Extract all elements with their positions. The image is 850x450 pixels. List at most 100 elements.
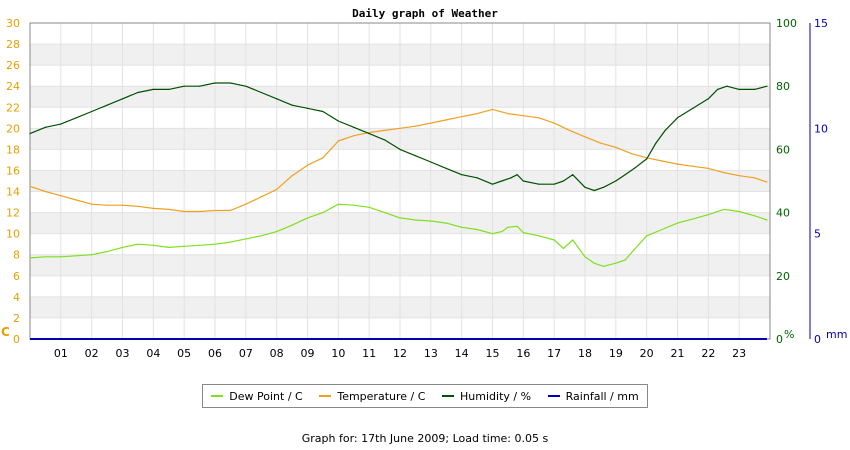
left-tick-label: 20 [6,122,20,135]
x-tick-label: 16 [516,347,530,360]
data-point-humidity [726,85,728,87]
data-point-dew-point [75,255,77,257]
data-point-temperature [766,181,768,183]
data-point-dew-point [60,256,62,258]
data-point-dew-point [353,204,355,206]
data-point-dew-point [106,250,108,253]
data-point-dew-point [322,212,324,214]
data-point-humidity [602,186,605,188]
data-point-temperature [91,203,93,205]
legend-label-humidity: Humidity / % [460,389,532,403]
data-point-dew-point [723,208,725,211]
data-point-dew-point [501,230,503,233]
data-point-humidity [383,139,386,141]
data-point-humidity [152,88,154,90]
tick-labels: 0246810121416182022242628300204060801000… [6,17,828,360]
data-point-humidity [584,186,586,188]
x-tick-label: 04 [146,347,160,360]
x-tick-label: 19 [609,347,623,360]
left-tick-label: 6 [13,270,20,283]
data-point-humidity [501,180,503,182]
x-tick-label: 09 [301,347,315,360]
x-tick-label: 17 [547,347,561,360]
data-point-dew-point [602,265,605,267]
data-point-temperature [723,171,725,174]
data-point-temperature [383,129,386,132]
left-axis-unit: C [1,325,10,339]
legend-label-temperature: Temperature / C [337,389,426,403]
data-point-humidity [399,148,401,150]
x-tick-label: 10 [331,347,345,360]
data-point-temperature [584,136,586,138]
data-point-temperature [121,204,124,206]
data-point-humidity [322,110,324,113]
data-point-temperature [198,210,201,213]
data-point-temperature [152,207,154,209]
data-point-humidity [291,104,293,106]
right-tick-label: 0 [814,333,821,346]
data-point-temperature [707,167,709,169]
right-axis-unit: mm [826,328,847,341]
data-point-temperature [75,199,77,201]
legend-label-dew-point: Dew Point / C [229,389,303,403]
data-point-dew-point [692,218,694,220]
data-point-temperature [214,209,216,212]
x-tick-label: 23 [732,347,746,360]
data-point-dew-point [260,235,262,237]
data-point-temperature [245,203,247,205]
data-point-humidity [738,88,740,90]
data-point-temperature [753,177,756,179]
data-point-dew-point [491,233,494,235]
left-tick-label: 10 [6,228,20,241]
data-point-temperature [183,210,185,213]
data-point-humidity [245,85,247,87]
left-tick-label: 22 [6,101,20,114]
right-tick-label: 15 [814,17,828,30]
data-point-dew-point [516,225,518,227]
data-point-temperature [291,175,293,177]
data-point-humidity [646,158,648,160]
data-point-dew-point [584,256,586,258]
data-point-dew-point [91,254,93,256]
data-point-humidity [516,174,518,176]
data-point-temperature [553,122,555,124]
data-point-dew-point [291,224,293,226]
data-point-temperature [399,127,401,129]
left-tick-label: 18 [6,143,20,156]
data-point-dew-point [44,256,47,258]
data-point-humidity [538,183,540,185]
data-point-dew-point [461,226,463,228]
data-point-dew-point [414,219,417,221]
right-tick-label: 5 [814,228,821,241]
data-point-humidity [766,85,768,87]
left-tick-label: 12 [6,207,20,220]
data-point-humidity [91,110,93,113]
data-point-temperature [168,208,170,211]
data-point-dew-point [522,232,524,234]
data-point-dew-point [276,230,278,233]
data-point-dew-point [430,220,432,222]
data-point-humidity [624,174,626,176]
data-point-humidity [44,126,47,128]
data-point-temperature [60,195,62,197]
legend-swatch-humidity [442,395,455,397]
data-point-dew-point [507,226,509,228]
data-point-temperature [692,165,694,167]
legend-item-humidity: Humidity / % [442,390,531,403]
legend-label-rainfall: Rainfall / mm [565,389,639,403]
data-point-temperature [137,205,139,207]
middle-tick-label: 60 [776,143,790,156]
data-point-humidity [707,98,709,100]
data-point-humidity [168,88,170,90]
series-line-temperature [29,108,768,213]
data-point-temperature [615,146,617,148]
data-point-dew-point [661,228,663,231]
data-point-temperature [491,108,494,110]
x-tick-label: 13 [424,347,438,360]
legend-item-temperature: Temperature / C [319,390,425,403]
data-point-dew-point [572,239,574,241]
data-point-dew-point [738,210,740,213]
data-point-humidity [593,189,595,192]
x-tick-label: 14 [455,347,469,360]
data-point-humidity [510,177,512,179]
